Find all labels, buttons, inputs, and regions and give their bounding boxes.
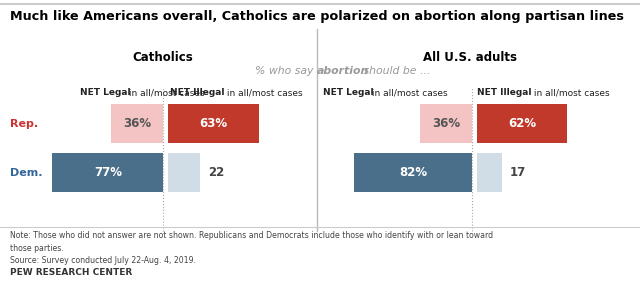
Text: Dem.: Dem. (10, 168, 42, 178)
Text: 82%: 82% (399, 166, 428, 179)
FancyBboxPatch shape (168, 104, 259, 143)
FancyBboxPatch shape (420, 104, 472, 143)
Text: NET Illegal: NET Illegal (477, 88, 531, 97)
Text: 63%: 63% (200, 117, 228, 130)
Text: in all/most cases: in all/most cases (369, 88, 448, 97)
FancyBboxPatch shape (52, 153, 163, 192)
Text: 62%: 62% (508, 117, 536, 130)
Text: Rep.: Rep. (10, 118, 38, 129)
Text: in all/most cases: in all/most cases (126, 88, 205, 97)
Text: abortion: abortion (317, 66, 369, 76)
Text: Much like Americans overall, Catholics are polarized on abortion along partisan : Much like Americans overall, Catholics a… (10, 10, 623, 23)
Text: Catholics: Catholics (133, 51, 193, 64)
FancyBboxPatch shape (477, 104, 567, 143)
FancyBboxPatch shape (111, 104, 163, 143)
Text: 77%: 77% (93, 166, 122, 179)
FancyBboxPatch shape (355, 153, 472, 192)
Text: 17: 17 (509, 166, 526, 179)
FancyBboxPatch shape (477, 153, 502, 192)
Text: should be ...: should be ... (360, 66, 431, 76)
Text: 36%: 36% (124, 117, 151, 130)
Text: % who say: % who say (255, 66, 317, 76)
Text: PEW RESEARCH CENTER: PEW RESEARCH CENTER (10, 268, 132, 277)
Text: 36%: 36% (433, 117, 460, 130)
FancyBboxPatch shape (168, 153, 200, 192)
Text: in all/most cases: in all/most cases (224, 88, 303, 97)
Text: Note: Those who did not answer are not shown. Republicans and Democrats include : Note: Those who did not answer are not s… (10, 231, 493, 240)
Text: 22: 22 (207, 166, 224, 179)
Text: Source: Survey conducted July 22-Aug. 4, 2019.: Source: Survey conducted July 22-Aug. 4,… (10, 256, 196, 265)
Text: NET Illegal: NET Illegal (170, 88, 224, 97)
Text: NET Legal: NET Legal (80, 88, 131, 97)
Text: those parties.: those parties. (10, 244, 63, 253)
Text: NET Legal: NET Legal (323, 88, 374, 97)
Text: in all/most cases: in all/most cases (531, 88, 610, 97)
Text: All U.S. adults: All U.S. adults (424, 51, 517, 64)
